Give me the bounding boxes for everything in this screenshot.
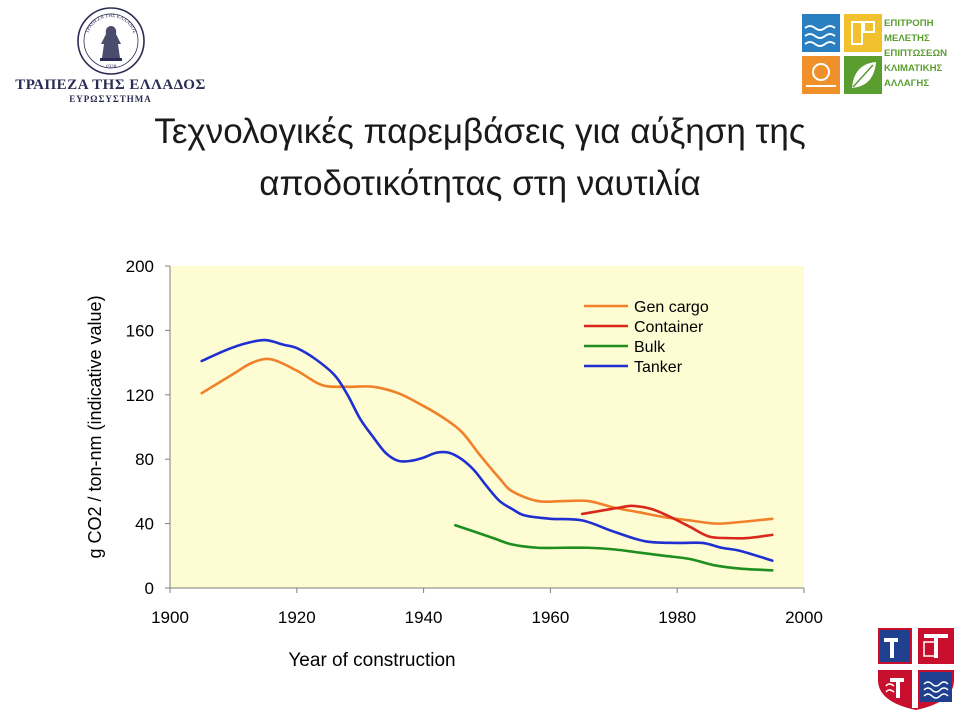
series-line-tanker [200, 338, 774, 562]
x-tick-label: 1960 [531, 608, 569, 627]
plot-area [170, 266, 804, 588]
university-shield-icon [878, 628, 954, 710]
legend-label: Tanker [634, 359, 683, 376]
legend-label: Gen cargo [634, 299, 709, 316]
y-tick-label: 120 [126, 386, 154, 405]
committee-line: ΚΛΙΜΑΤΙΚΗΣ [884, 63, 943, 74]
y-tick-label: 160 [126, 321, 154, 340]
x-tick-label: 1900 [151, 608, 189, 627]
series-line-bulk [454, 523, 774, 572]
committee-line: ΜΕΛΕΤΗΣ [884, 33, 930, 44]
series-layer [200, 338, 774, 572]
seal-year: 1928 [105, 64, 116, 70]
bank-subtitle: ΕΥΡΩΣΥΣΤΗΜΑ [69, 94, 152, 104]
committee-line: ΕΠΙΠΤΩΣΕΩΝ [884, 48, 948, 59]
legend-label: Container [634, 319, 704, 336]
committee-line: ΑΛΛΑΓΗΣ [884, 78, 930, 89]
x-axis-label: Year of construction [288, 650, 455, 671]
x-tick-label: 2000 [785, 608, 823, 627]
climate-committee-logo: ΕΠΙΤΡΟΠΗ ΜΕΛΕΤΗΣ ΕΠΙΠΤΩΣΕΩΝ ΚΛΙΜΑΤΙΚΗΣ Α… [802, 14, 960, 94]
bank-of-greece-logo: ΤΡΑΠΕΖΑ ΤΗΣ ΕΛΛΑΔΟΣ 1928 ΤΡΑΠΕΖΑ ΤΗΣ ΕΛΛ… [8, 6, 213, 110]
legend-label: Bulk [634, 339, 666, 356]
y-tick-label: 200 [126, 257, 154, 276]
committee-line: ΕΠΙΤΡΟΠΗ [884, 18, 934, 29]
committee-name: ΕΠΙΤΡΟΠΗ ΜΕΛΕΤΗΣ ΕΠΙΠΤΩΣΕΩΝ ΚΛΙΜΑΤΙΚΗΣ Α… [884, 16, 947, 91]
x-tick-label: 1980 [658, 608, 696, 627]
slide-title-line-1: Τεχνολογικές παρεμβάσεις για αύξηση της [154, 112, 806, 151]
bank-seal-icon: ΤΡΑΠΕΖΑ ΤΗΣ ΕΛΛΑΔΟΣ 1928 [76, 7, 145, 75]
series-line-gen-cargo [200, 357, 774, 525]
y-tick-label: 40 [135, 515, 154, 534]
y-axis-label: g CO2 / ton-nm (indicative value) [85, 295, 105, 558]
slide-title: Τεχνολογικές παρεμβάσεις για αύξηση της … [0, 106, 960, 210]
university-logo [876, 626, 956, 717]
y-tick-label: 80 [135, 450, 154, 469]
legend: Gen cargo Container Bulk Tanker [584, 299, 709, 376]
axis-layer: 0 40 80 120 160 200 1900 1920 1940 1960 1980 2000 [126, 257, 823, 627]
series-line-container [580, 504, 774, 540]
slide-title-line-2: αποδοτικότητας στη ναυτιλία [259, 164, 701, 203]
y-tick-label: 0 [145, 579, 154, 598]
bank-name: ΤΡΑΠΕΖΑ ΤΗΣ ΕΛΛΑΔΟΣ [15, 77, 206, 93]
x-tick-label: 1920 [278, 608, 316, 627]
climate-committee-icon [802, 14, 882, 94]
x-tick-label: 1940 [405, 608, 443, 627]
